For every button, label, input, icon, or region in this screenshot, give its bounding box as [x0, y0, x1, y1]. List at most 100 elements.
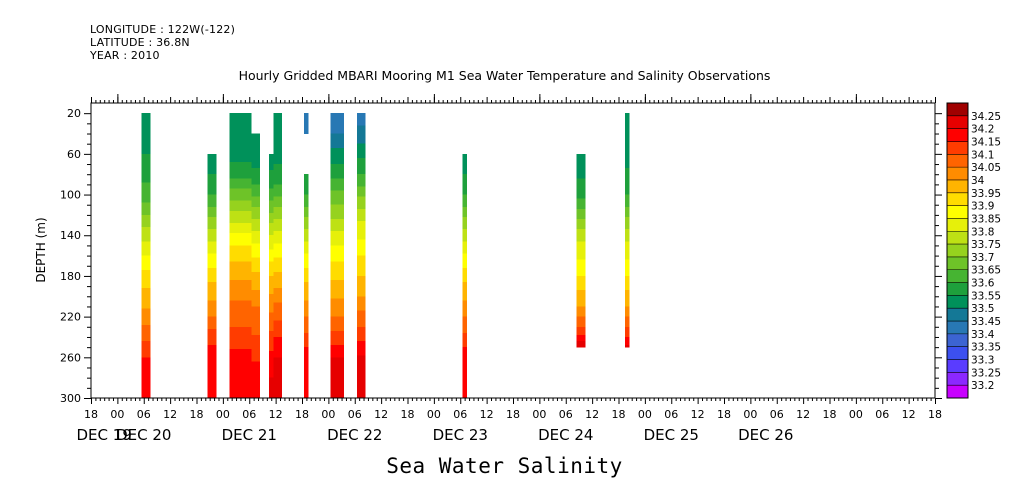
salinity-cell [462, 345, 467, 348]
salinity-cell [462, 229, 467, 232]
salinity-cell [462, 314, 467, 318]
salinity-cell [229, 164, 252, 167]
salinity-cell [304, 127, 309, 131]
salinity-cell [251, 227, 261, 230]
salinity-cell [141, 282, 151, 285]
salinity-cell [625, 255, 630, 259]
salinity-cell [356, 227, 366, 230]
salinity-cell [229, 383, 252, 387]
salinity-cell [330, 271, 344, 275]
salinity-cell [141, 196, 151, 200]
salinity-cell [356, 280, 366, 283]
salinity-cell [304, 233, 309, 236]
salinity-cell [330, 379, 344, 383]
salinity-cell [576, 288, 586, 291]
salinity-cell [462, 306, 467, 310]
salinity-cell [576, 277, 586, 281]
salinity-cell [356, 153, 366, 157]
salinity-cell [251, 212, 261, 216]
salinity-cell [356, 324, 366, 328]
salinity-cell [576, 212, 586, 216]
salinity-cell [625, 334, 630, 338]
latitude-label: LATITUDE : 36.8N [90, 36, 190, 49]
salinity-cell [251, 318, 261, 322]
salinity-cell [251, 141, 261, 145]
salinity-cell [304, 306, 309, 310]
salinity-cell [625, 143, 630, 147]
salinity-cell [251, 155, 261, 159]
salinity-cell [304, 288, 309, 291]
salinity-cell [356, 341, 366, 344]
salinity-cell [273, 155, 283, 159]
salinity-cell [304, 387, 309, 391]
salinity-cell [269, 247, 274, 251]
salinity-cell [251, 365, 261, 369]
salinity-cell [576, 308, 586, 312]
x-tick-label: 12 [374, 408, 388, 421]
salinity-cell [251, 330, 261, 334]
salinity-cell [207, 324, 217, 328]
y-tick-label: 220 [60, 311, 81, 324]
salinity-cell [304, 247, 309, 251]
salinity-cell [269, 393, 274, 397]
salinity-cell [207, 257, 217, 261]
salinity-cell [330, 204, 344, 208]
salinity-cell [304, 377, 309, 381]
salinity-cell [462, 182, 467, 185]
salinity-cell [576, 245, 586, 249]
salinity-cell [356, 162, 366, 165]
y-tick-label: 260 [60, 351, 81, 364]
salinity-cell [141, 385, 151, 389]
salinity-cell [269, 212, 274, 216]
salinity-cell [141, 204, 151, 208]
salinity-cell [356, 300, 366, 303]
salinity-cell [273, 125, 283, 129]
salinity-cell [141, 310, 151, 314]
salinity-cell [576, 336, 586, 340]
salinity-cell [304, 123, 309, 126]
salinity-cell [330, 381, 344, 385]
salinity-cell [273, 341, 283, 344]
salinity-cell [330, 117, 344, 120]
salinity-cell [207, 288, 217, 291]
salinity-cell [576, 345, 586, 348]
salinity-cell [356, 339, 366, 342]
salinity-cell [229, 324, 252, 328]
salinity-cell [229, 159, 252, 163]
salinity-cell [229, 367, 252, 371]
salinity-cell [330, 241, 344, 244]
salinity-cell [207, 365, 217, 369]
salinity-cell [625, 176, 630, 179]
salinity-cell [229, 188, 252, 192]
x-date-label: DEC 20 [116, 426, 171, 444]
salinity-cell [462, 355, 467, 358]
salinity-cell [304, 214, 309, 218]
salinity-cell [330, 178, 344, 181]
salinity-cell [269, 347, 274, 350]
salinity-cell [269, 326, 274, 330]
salinity-cell [576, 269, 586, 273]
salinity-cell [207, 306, 217, 310]
salinity-cell [269, 166, 274, 169]
salinity-cell [356, 172, 366, 175]
salinity-cell [251, 302, 261, 306]
salinity-cell [304, 125, 309, 129]
salinity-cell [304, 308, 309, 312]
salinity-cell [576, 182, 586, 185]
salinity-cell [229, 127, 252, 131]
salinity-cell [356, 186, 366, 190]
salinity-cell [269, 300, 274, 303]
salinity-cell [576, 304, 586, 308]
salinity-cell [304, 184, 309, 188]
colorbar-label: 33.8 [971, 226, 994, 238]
salinity-cell [330, 202, 344, 206]
salinity-cell [330, 127, 344, 131]
salinity-cell [207, 328, 217, 332]
salinity-cell [269, 159, 274, 163]
salinity-cell [330, 365, 344, 369]
salinity-cell [304, 322, 309, 326]
salinity-cell [330, 334, 344, 338]
salinity-cell [462, 157, 467, 161]
salinity-cell [625, 339, 630, 342]
salinity-cell [273, 369, 283, 373]
